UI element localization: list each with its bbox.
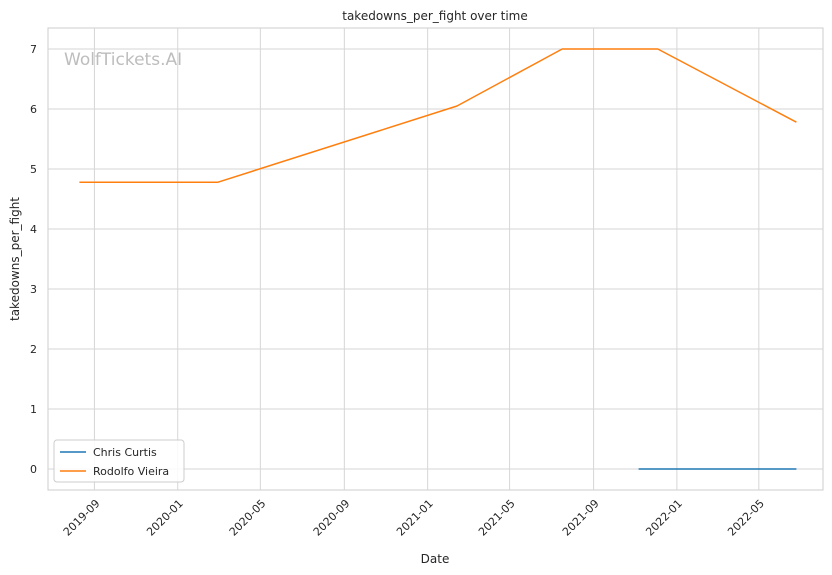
x-tick-label: 2022-05 xyxy=(725,497,767,539)
chart-title: takedowns_per_fight over time xyxy=(342,9,528,23)
series-lines xyxy=(79,48,797,470)
y-tick-label: 1 xyxy=(30,403,37,416)
x-tick-label: 2021-05 xyxy=(476,497,518,539)
x-tick-label: 2022-01 xyxy=(643,497,685,539)
legend-label-chris-curtis: Chris Curtis xyxy=(93,446,157,459)
y-tick-label: 4 xyxy=(30,223,37,236)
y-tick-labels: 0 1 2 3 4 5 6 7 xyxy=(30,43,37,476)
y-tick-label: 2 xyxy=(30,343,37,356)
x-tick-label: 2021-09 xyxy=(560,497,602,539)
x-tick-label: 2020-01 xyxy=(144,497,186,539)
y-tick-label: 7 xyxy=(30,43,37,56)
x-tick-label: 2020-05 xyxy=(227,497,269,539)
y-tick-label: 5 xyxy=(30,163,37,176)
legend-box xyxy=(53,439,185,483)
x-tick-label: 2019-09 xyxy=(61,497,103,539)
legend-label-rodolfo-vieira: Rodolfo Vieira xyxy=(93,465,169,478)
watermark: WolfTickets.AI xyxy=(64,50,182,70)
x-tick-label: 2020-09 xyxy=(311,497,353,539)
y-tick-label: 0 xyxy=(30,463,37,476)
y-axis-label: takedowns_per_fight xyxy=(8,197,22,321)
x-tick-label: 2021-01 xyxy=(394,497,436,539)
x-tick-labels: 2019-09 2020-01 2020-05 2020-09 2021-01 2021-… xyxy=(61,497,767,539)
series-line-rodolfo-vieira xyxy=(79,48,797,183)
x-axis-label: Date xyxy=(421,552,450,566)
grid-lines xyxy=(48,28,823,490)
legend: Chris Curtis Rodolfo Vieira xyxy=(53,439,185,483)
y-tick-label: 3 xyxy=(30,283,37,296)
y-tick-label: 6 xyxy=(30,103,37,116)
plot-area xyxy=(47,27,824,491)
